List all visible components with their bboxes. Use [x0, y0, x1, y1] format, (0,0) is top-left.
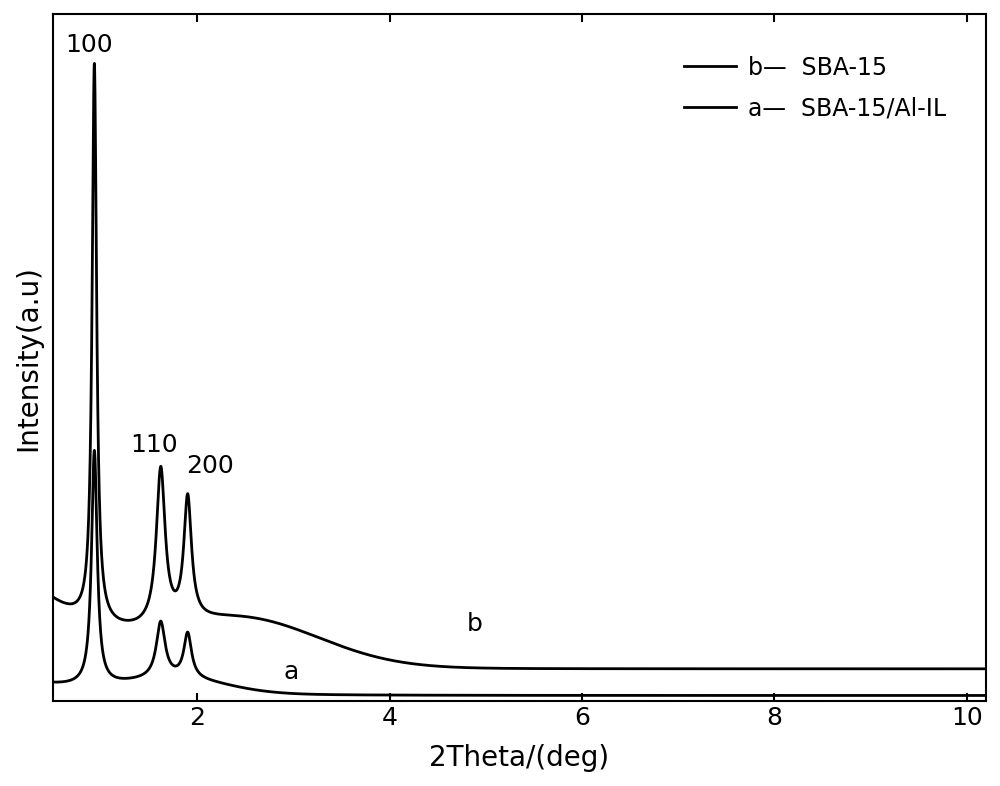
- Legend: b—  SBA-15, a—  SBA-15/Al-IL: b— SBA-15, a— SBA-15/Al-IL: [675, 46, 956, 130]
- Text: a: a: [284, 659, 299, 684]
- Text: 100: 100: [66, 33, 113, 57]
- Y-axis label: Intensity(a.u): Intensity(a.u): [14, 265, 42, 450]
- Text: 200: 200: [186, 454, 234, 479]
- Text: 110: 110: [130, 433, 178, 457]
- X-axis label: 2Theta/(deg): 2Theta/(deg): [429, 744, 610, 772]
- Text: b: b: [467, 612, 483, 636]
